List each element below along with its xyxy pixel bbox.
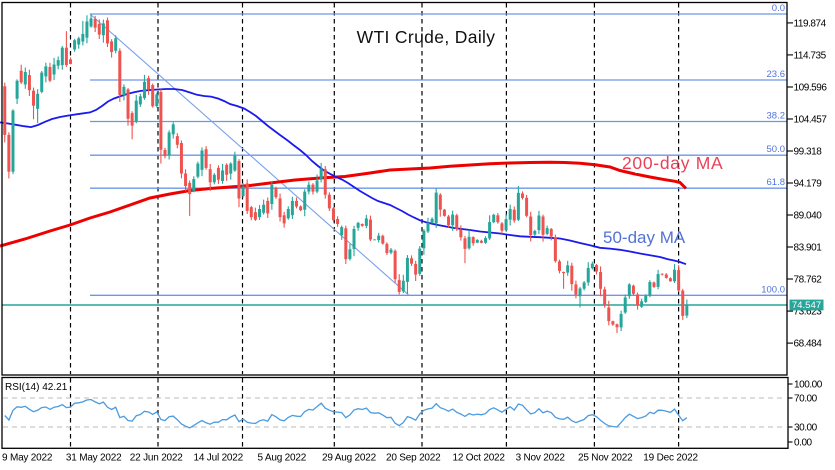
svg-text:9 May 2022: 9 May 2022: [2, 453, 53, 464]
svg-text:3 Nov 2022: 3 Nov 2022: [516, 453, 566, 464]
svg-text:23.6: 23.6: [767, 69, 786, 80]
svg-text:94.179: 94.179: [794, 179, 823, 190]
svg-text:114.735: 114.735: [794, 51, 827, 62]
svg-text:61.8: 61.8: [767, 177, 786, 188]
svg-text:0.00: 0.00: [794, 438, 813, 449]
svg-text:14 Jul 2022: 14 Jul 2022: [194, 453, 244, 464]
svg-text:100.00: 100.00: [794, 380, 823, 391]
svg-text:20 Sep 2022: 20 Sep 2022: [386, 453, 441, 464]
svg-text:73.623: 73.623: [794, 307, 823, 318]
svg-text:109.596: 109.596: [794, 83, 828, 94]
svg-text:74.547: 74.547: [792, 300, 821, 311]
svg-text:50.0: 50.0: [767, 144, 786, 155]
svg-text:89.040: 89.040: [794, 211, 823, 222]
svg-text:50-day MA: 50-day MA: [603, 228, 686, 247]
svg-text:119.874: 119.874: [794, 19, 827, 30]
svg-text:WTI Crude, Daily: WTI Crude, Daily: [357, 27, 496, 47]
svg-text:78.762: 78.762: [794, 275, 823, 286]
svg-text:5 Aug 2022: 5 Aug 2022: [258, 453, 307, 464]
svg-text:29 Aug 2022: 29 Aug 2022: [322, 453, 377, 464]
svg-text:12 Oct 2022: 12 Oct 2022: [453, 453, 506, 464]
svg-text:200-day MA: 200-day MA: [622, 153, 723, 173]
svg-text:31 May 2022: 31 May 2022: [66, 453, 122, 464]
svg-text:22 Jun 2022: 22 Jun 2022: [130, 453, 183, 464]
svg-text:19 Dec 2022: 19 Dec 2022: [643, 453, 698, 464]
svg-text:68.484: 68.484: [794, 339, 823, 350]
svg-text:25 Nov 2022: 25 Nov 2022: [578, 453, 633, 464]
svg-text:83.901: 83.901: [794, 243, 823, 254]
svg-text:104.457: 104.457: [794, 115, 828, 126]
svg-text:RSI(14) 42.21: RSI(14) 42.21: [5, 382, 68, 393]
svg-text:30.00: 30.00: [794, 423, 818, 434]
svg-text:0.0: 0.0: [772, 3, 785, 14]
svg-text:100.0: 100.0: [761, 284, 785, 295]
svg-text:99.318: 99.318: [794, 147, 823, 158]
svg-text:70.00: 70.00: [794, 394, 818, 405]
svg-text:38.2: 38.2: [767, 111, 786, 122]
